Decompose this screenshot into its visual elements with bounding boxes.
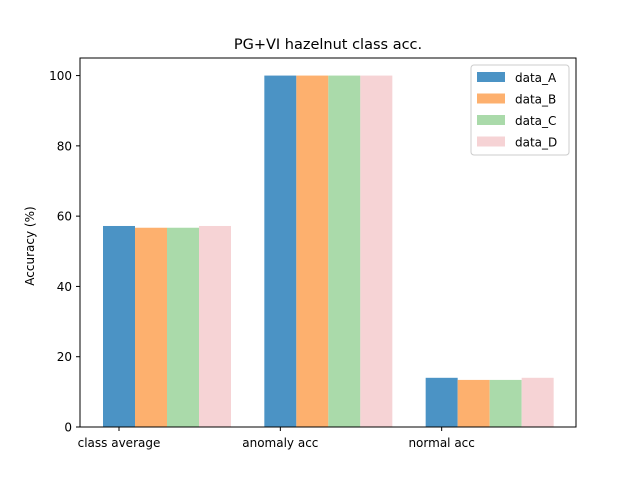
x-tick-label: class average — [78, 436, 161, 450]
y-tick-label: 80 — [57, 139, 72, 153]
legend-box — [470, 64, 570, 156]
bar-data_C-0 — [167, 227, 199, 427]
bar-data_C-2 — [489, 379, 522, 427]
y-axis-label: Accuracy (%) — [23, 206, 37, 285]
legend-swatch-data_B — [477, 93, 505, 104]
bar-data_A-1 — [264, 75, 297, 428]
legend: data_A data_B data_C data_D — [470, 64, 570, 156]
legend-label-data_B: data_B — [515, 93, 556, 107]
bar-data_B-1 — [296, 75, 329, 428]
bar-data_B-0 — [135, 227, 167, 427]
y-tick-label: 40 — [57, 280, 72, 294]
bar-data_D-2 — [521, 377, 554, 427]
y-tick-label: 0 — [64, 421, 72, 435]
x-tick-label: normal acc — [408, 436, 474, 450]
y-tick-label: 20 — [57, 350, 72, 364]
bar-data_D-0 — [199, 225, 231, 427]
chart-title: PG+VI hazelnut class acc. — [234, 37, 422, 53]
bar-data_B-2 — [457, 379, 490, 427]
y-tick-label: 100 — [49, 69, 72, 83]
legend-swatch-data_C — [477, 115, 505, 125]
y-tick-label: 60 — [57, 210, 72, 224]
legend-label-data_A: data_A — [515, 71, 557, 85]
bar-data_A-0 — [103, 225, 135, 427]
bar-data_A-2 — [425, 377, 458, 427]
plot-frame — [79, 57, 577, 428]
plot-area: 0 20 40 60 80 100 class average anomaly acc norm… — [49, 57, 577, 450]
bar-data_D-1 — [360, 75, 393, 428]
bar-data_C-1 — [328, 75, 361, 428]
x-tick-label: anomaly acc — [242, 436, 318, 450]
legend-label-data_C: data_C — [515, 114, 556, 128]
legend-swatch-data_D — [477, 136, 505, 147]
legend-label-data_D: data_D — [515, 136, 557, 150]
legend-swatch-data_A — [477, 72, 505, 82]
